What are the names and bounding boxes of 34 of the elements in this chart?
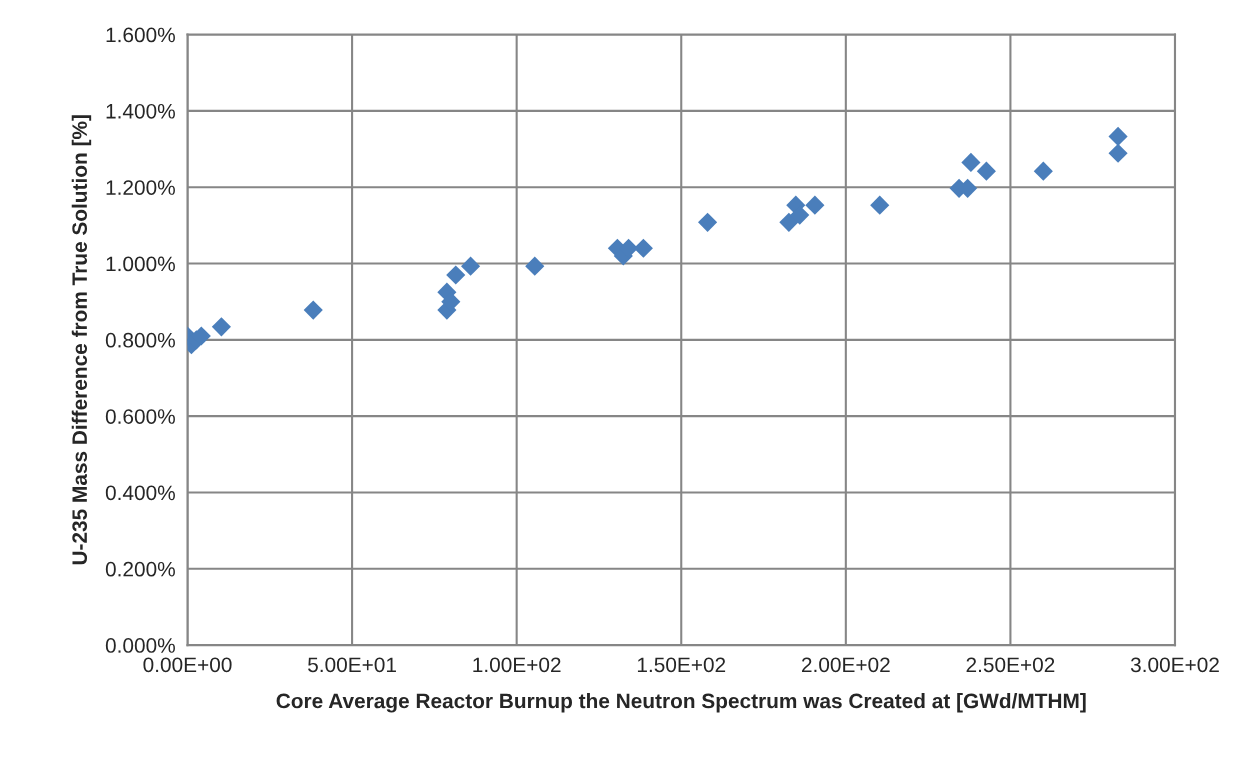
y-tick-label: 1.000%: [106, 256, 175, 272]
point: [976, 161, 996, 181]
y-tick-label: 0.400%: [105, 485, 175, 501]
point: [633, 238, 653, 258]
x-tick-label: 1.00E+02: [473, 657, 561, 673]
point: [1108, 126, 1128, 147]
point: [303, 300, 323, 320]
point: [211, 317, 231, 337]
point: [446, 265, 466, 285]
x-tick-label: 0.00E+00: [143, 657, 232, 673]
y-tick-label: 0.600%: [105, 409, 175, 424]
y-tick-label: 1.600%: [106, 27, 175, 43]
point: [525, 256, 545, 276]
point: [790, 205, 810, 225]
point: [870, 195, 890, 215]
x-tick-label: 3.00E+02: [1130, 657, 1219, 673]
y-tick-label: 0.000%: [105, 638, 175, 653]
point: [698, 212, 718, 232]
point: [1033, 161, 1053, 181]
x-tick-label: 2.50E+02: [966, 657, 1055, 673]
point: [805, 195, 825, 215]
y-tick-label: 1.400%: [106, 103, 175, 119]
point: [779, 212, 799, 232]
y-axis-title: U-235 Mass Difference from True Solution [%]: [71, 115, 92, 565]
x-tick-label: 5.00E+01: [308, 657, 396, 673]
x-axis-title: Core Average Reactor Burnup the Neutron Spectrum was Created at [GWd/MTHM]: [276, 693, 1086, 713]
y-tick-label: 1.200%: [106, 180, 175, 195]
x-tick-label: 1.50E+02: [637, 657, 726, 673]
x-tick-label: 2.00E+02: [801, 657, 890, 673]
point: [461, 256, 481, 276]
point: [1108, 143, 1128, 163]
y-tick-label: 0.200%: [105, 561, 175, 577]
point: [961, 152, 981, 172]
y-tick-label: 0.800%: [105, 332, 175, 348]
